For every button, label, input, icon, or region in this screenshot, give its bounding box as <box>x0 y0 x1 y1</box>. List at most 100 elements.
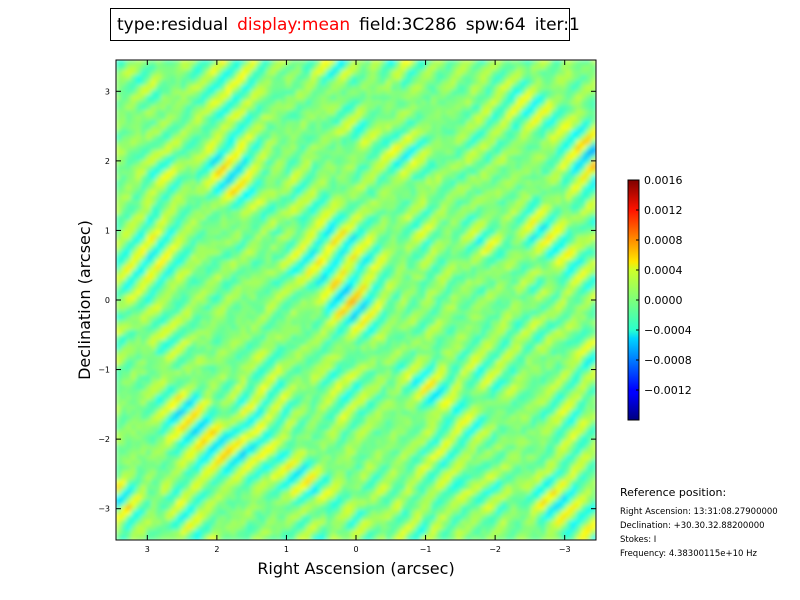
residual-heatmap <box>116 60 596 540</box>
heatmap-cell <box>501 255 507 261</box>
heatmap-cell <box>481 300 487 306</box>
heatmap-cell <box>431 245 437 251</box>
heatmap-cell <box>521 85 527 91</box>
heatmap-cell <box>586 150 592 156</box>
heatmap-cell <box>341 265 347 271</box>
heatmap-cell <box>326 105 332 111</box>
heatmap-cell <box>211 285 217 291</box>
heatmap-cell <box>366 285 372 291</box>
heatmap-cell <box>396 255 402 261</box>
heatmap-cell <box>466 70 472 76</box>
heatmap-cell <box>551 305 557 311</box>
heatmap-cell <box>281 310 287 316</box>
heatmap-cell <box>281 230 287 236</box>
heatmap-cell <box>531 120 537 126</box>
heatmap-cell <box>581 160 587 166</box>
heatmap-cell <box>271 240 277 246</box>
heatmap-cell <box>481 210 487 216</box>
heatmap-cell <box>186 200 192 206</box>
heatmap-cell <box>541 140 547 146</box>
heatmap-cell <box>161 140 167 146</box>
heatmap-cell <box>321 100 327 106</box>
heatmap-cell <box>246 205 252 211</box>
heatmap-cell <box>471 190 477 196</box>
heatmap-cell <box>301 60 307 66</box>
heatmap-cell <box>506 175 512 181</box>
heatmap-cell <box>256 190 262 196</box>
heatmap-cell <box>556 160 562 166</box>
heatmap-cell <box>531 285 537 291</box>
heatmap-cell <box>176 60 182 66</box>
heatmap-cell <box>351 295 357 301</box>
heatmap-cell <box>466 260 472 266</box>
heatmap-cell <box>316 225 322 231</box>
heatmap-cell <box>356 90 362 96</box>
heatmap-cell <box>351 250 357 256</box>
heatmap-cell <box>521 60 527 66</box>
heatmap-cell <box>116 70 122 76</box>
heatmap-cell <box>486 215 492 221</box>
heatmap-cell <box>366 145 372 151</box>
heatmap-cell <box>191 270 197 276</box>
heatmap-cell <box>176 295 182 301</box>
heatmap-cell <box>246 235 252 241</box>
heatmap-cell <box>236 295 242 301</box>
heatmap-cell <box>141 85 147 91</box>
heatmap-cell <box>316 215 322 221</box>
heatmap-cell <box>136 315 142 321</box>
heatmap-cell <box>476 80 482 86</box>
heatmap-cell <box>426 265 432 271</box>
heatmap-cell <box>536 235 542 241</box>
heatmap-cell <box>391 275 397 281</box>
heatmap-cell <box>586 90 592 96</box>
heatmap-cell <box>321 240 327 246</box>
heatmap-cell <box>341 105 347 111</box>
heatmap-cell <box>356 65 362 71</box>
heatmap-cell <box>241 115 247 121</box>
heatmap-cell <box>211 205 217 211</box>
heatmap-cell <box>576 165 582 171</box>
heatmap-cell <box>246 195 252 201</box>
heatmap-cell <box>116 85 122 91</box>
heatmap-cell <box>306 140 312 146</box>
heatmap-cell <box>236 70 242 76</box>
heatmap-cell <box>326 295 332 301</box>
heatmap-cell <box>216 305 222 311</box>
heatmap-cell <box>261 165 267 171</box>
heatmap-cell <box>161 280 167 286</box>
heatmap-cell <box>511 260 517 266</box>
heatmap-cell <box>306 205 312 211</box>
heatmap-cell <box>146 210 152 216</box>
heatmap-cell <box>376 80 382 86</box>
heatmap-cell <box>526 205 532 211</box>
heatmap-cell <box>296 105 302 111</box>
heatmap-cell <box>541 75 547 81</box>
heatmap-cell <box>411 185 417 191</box>
heatmap-cell <box>551 200 557 206</box>
heatmap-cell <box>206 265 212 271</box>
heatmap-cell <box>401 165 407 171</box>
heatmap-cell <box>276 180 282 186</box>
heatmap-cell <box>271 65 277 71</box>
heatmap-cell <box>276 65 282 71</box>
heatmap-cell <box>226 240 232 246</box>
heatmap-cell <box>241 195 247 201</box>
heatmap-cell <box>476 310 482 316</box>
heatmap-cell <box>116 210 122 216</box>
heatmap-cell <box>441 130 447 136</box>
heatmap-cell <box>571 60 577 66</box>
heatmap-cell <box>351 235 357 241</box>
heatmap-cell <box>471 265 477 271</box>
heatmap-cell <box>261 160 267 166</box>
heatmap-cell <box>531 245 537 251</box>
heatmap-cell <box>146 180 152 186</box>
heatmap-cell <box>161 235 167 241</box>
heatmap-cell <box>411 165 417 171</box>
heatmap-cell <box>481 190 487 196</box>
heatmap-cell <box>246 65 252 71</box>
heatmap-cell <box>251 305 257 311</box>
heatmap-cell <box>136 120 142 126</box>
heatmap-cell <box>386 190 392 196</box>
heatmap-cell <box>116 280 122 286</box>
heatmap-cell <box>161 215 167 221</box>
